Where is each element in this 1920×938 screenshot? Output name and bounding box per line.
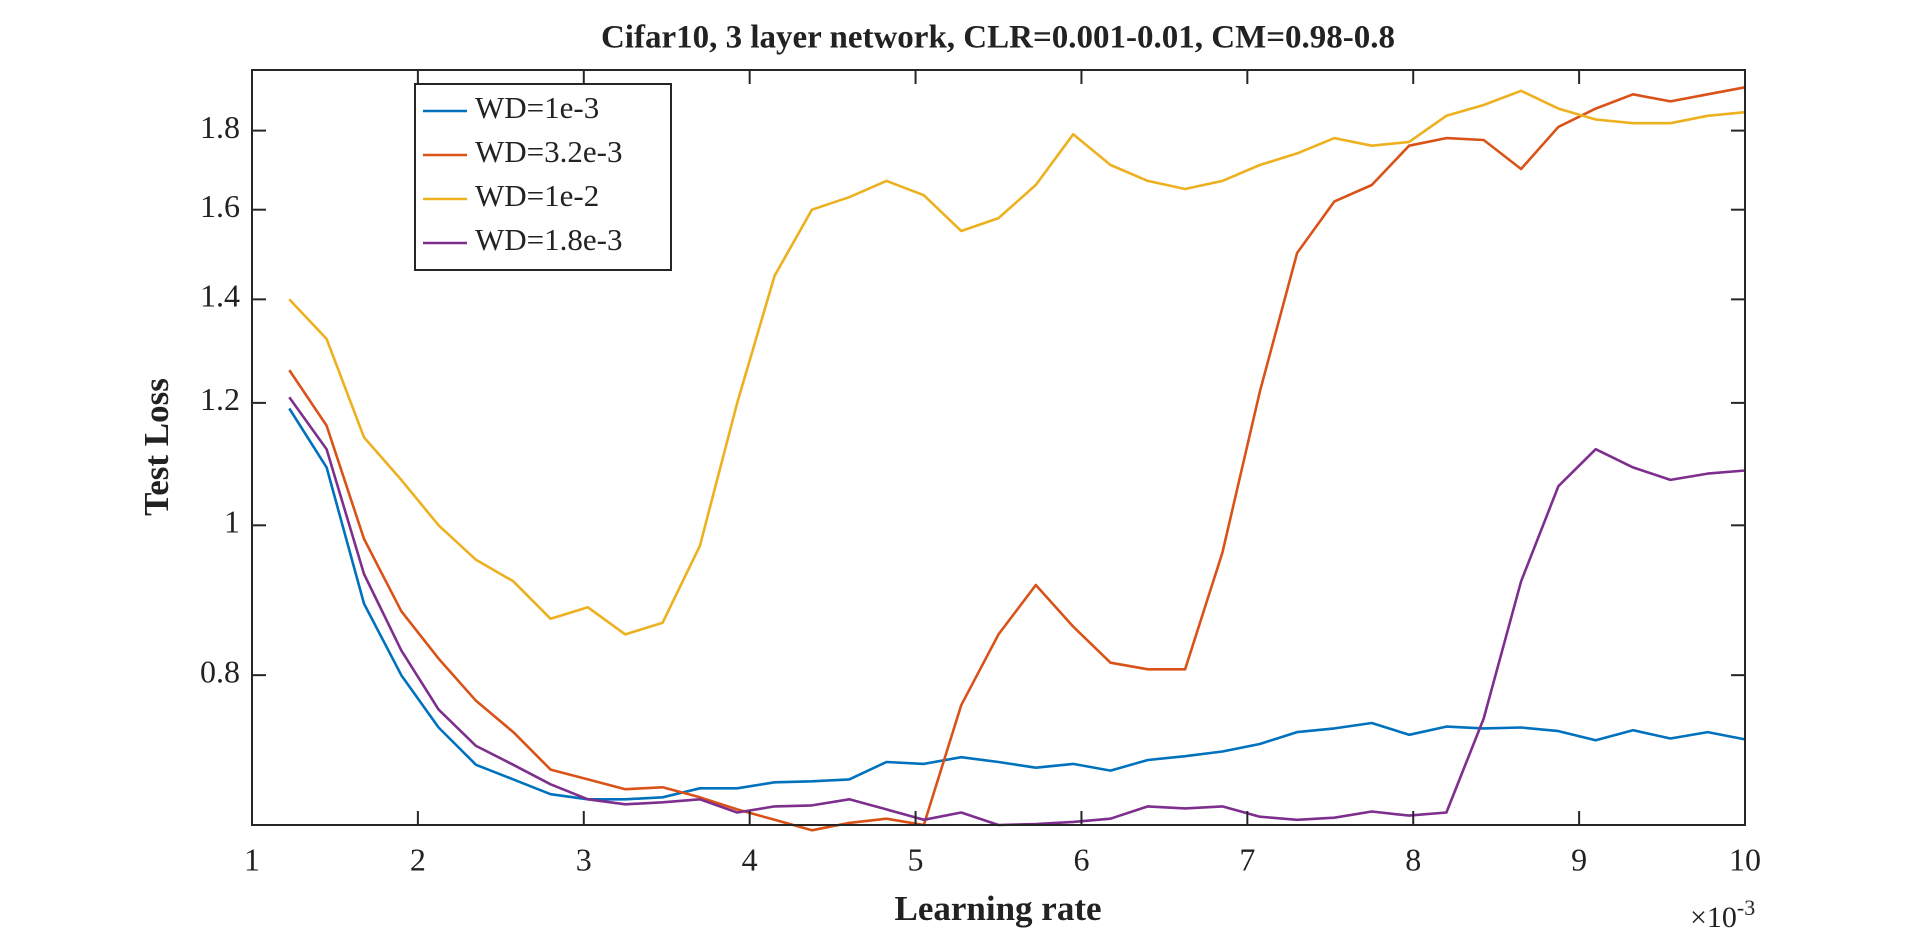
- y-tick-label: 1.8: [200, 109, 240, 145]
- y-tick-label: 1: [224, 504, 240, 540]
- x-tick-label: 9: [1571, 841, 1587, 877]
- x-tick-label: 7: [1239, 841, 1255, 877]
- legend-label: WD=3.2e-3: [475, 134, 622, 169]
- y-tick-label: 1.6: [200, 188, 240, 224]
- x-tick-label: 2: [410, 841, 426, 877]
- legend-label: WD=1.8e-3: [475, 222, 622, 257]
- line-series: [288, 407, 1746, 801]
- x-tick-label: 4: [742, 841, 758, 877]
- legend-label: WD=1e-2: [475, 178, 599, 213]
- x-multiplier-base: ×10: [1690, 901, 1737, 934]
- legend-label: WD=1e-3: [475, 90, 599, 125]
- y-tick-label: 1.4: [200, 278, 240, 314]
- line-series: [288, 89, 1746, 636]
- legend-box: [414, 83, 672, 271]
- x-multiplier-exponent: -3: [1737, 895, 1755, 920]
- line-series: [288, 86, 1746, 832]
- plot-frame: [251, 69, 1746, 826]
- chart-title: Cifar10, 3 layer network, CLR=0.001-0.01…: [601, 20, 1395, 56]
- x-axis-label: Learning rate: [894, 889, 1101, 928]
- x-tick-label: 10: [1729, 841, 1761, 877]
- x-multiplier: ×10-3: [1690, 895, 1755, 934]
- x-tick-label: 1: [244, 841, 260, 877]
- x-tick-label: 8: [1405, 841, 1421, 877]
- x-tick-label: 3: [576, 841, 592, 877]
- x-tick-label: 5: [908, 841, 924, 877]
- y-tick-label: 0.8: [200, 653, 240, 689]
- y-tick-label: 1.2: [200, 381, 240, 417]
- x-tick-label: 6: [1073, 841, 1089, 877]
- y-axis-label: Test Loss: [137, 378, 176, 516]
